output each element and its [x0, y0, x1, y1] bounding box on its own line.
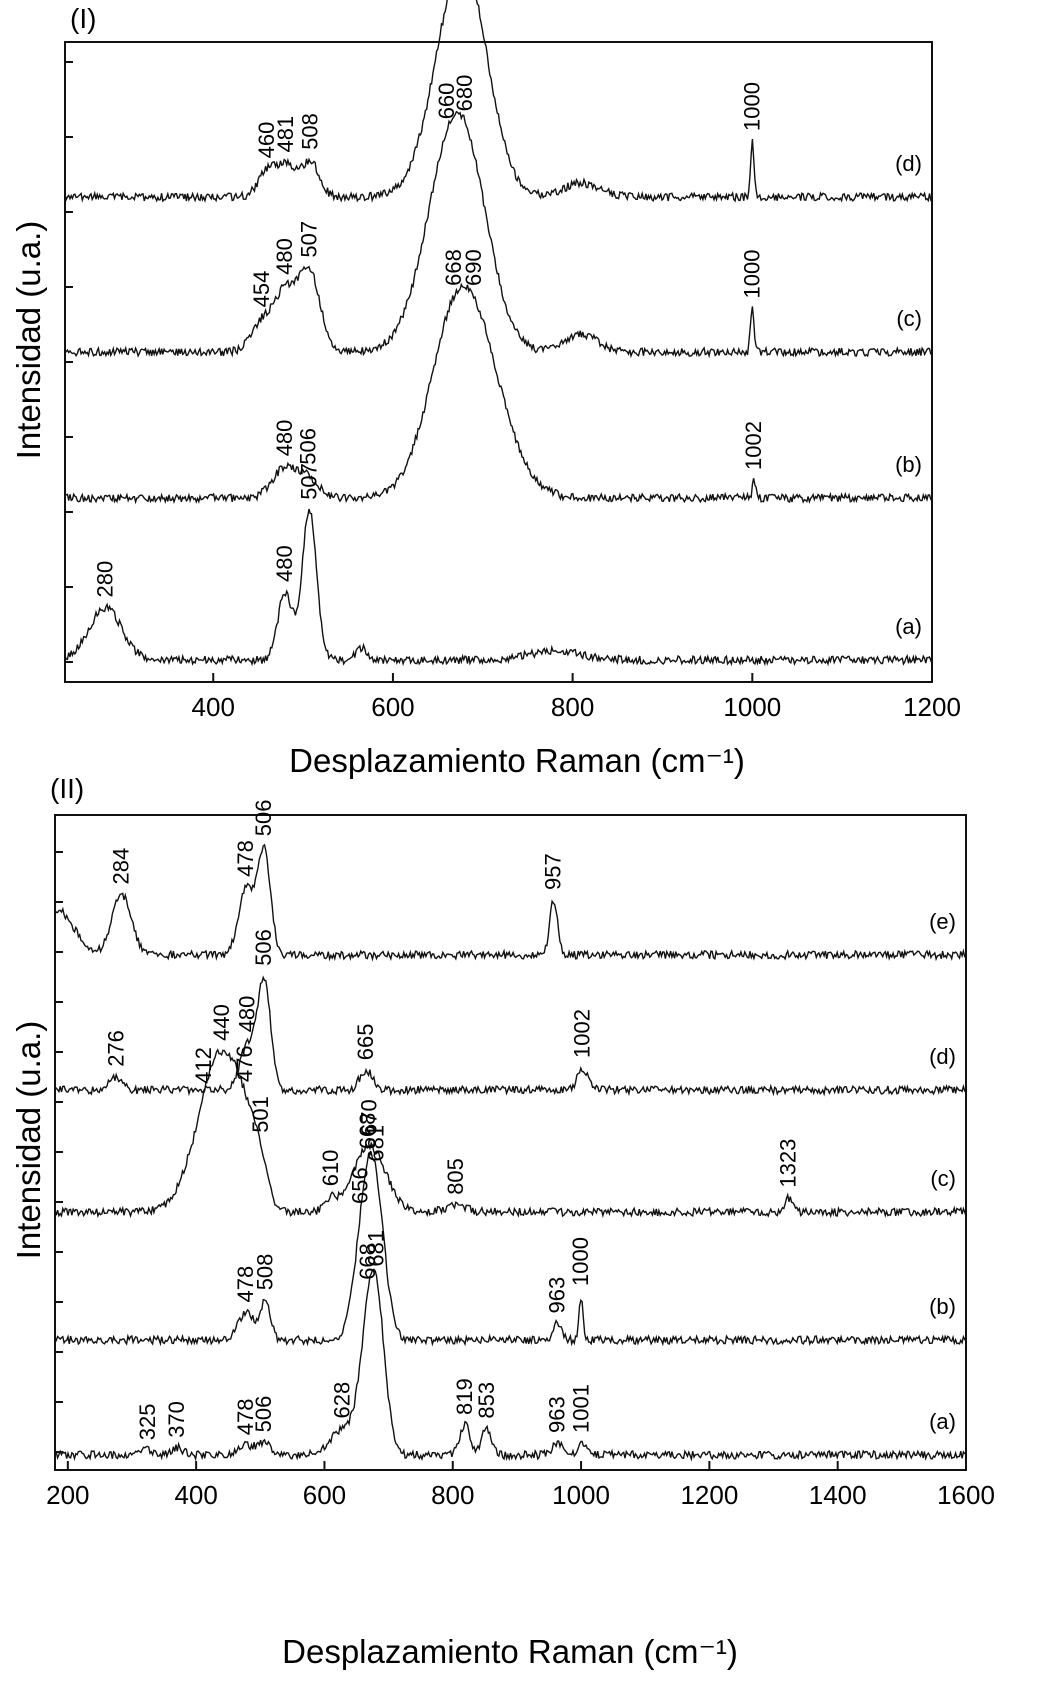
trace-label: (d)	[895, 151, 922, 176]
peak-label: 680	[452, 75, 477, 112]
peak-label: 690	[461, 249, 486, 286]
peak-label: 280	[92, 561, 117, 598]
peak-label: 480	[272, 545, 297, 582]
panel-I-label: (I)	[70, 3, 96, 34]
peak-label: 412	[191, 1047, 216, 1084]
trace-label: (b)	[929, 1294, 956, 1319]
peak-label: 963	[544, 1396, 569, 1433]
spectrum-line	[55, 975, 967, 1097]
spectrum-line	[64, 110, 933, 359]
panel-II-x-axis-title: Desplazamiento Raman (cm⁻¹)	[282, 1633, 738, 1670]
peak-label: 508	[297, 113, 322, 150]
x-tick-label: 1000	[552, 1480, 610, 1510]
peak-label: 628	[329, 1382, 354, 1419]
peak-label: 454	[249, 271, 274, 308]
peak-label: 480	[235, 996, 260, 1033]
peak-label: 805	[443, 1158, 468, 1195]
peak-label: 819	[452, 1378, 477, 1415]
peak-label: 478	[233, 1266, 258, 1303]
peak-label: 478	[233, 1398, 258, 1435]
x-tick-label: 800	[551, 692, 594, 722]
peak-label: 660	[434, 83, 459, 120]
panel-I-frame	[64, 41, 933, 683]
trace-label: (c)	[896, 306, 922, 331]
peak-label: 478	[233, 840, 258, 877]
trace-label: (c)	[930, 1166, 956, 1191]
peak-label: 284	[109, 848, 134, 885]
spectrum-line	[54, 843, 967, 962]
trace-label: (b)	[895, 452, 922, 477]
peak-label: 1002	[741, 421, 766, 470]
peak-label: 681	[363, 1230, 388, 1267]
peak-label: 508	[252, 1254, 277, 1291]
peak-label: 460	[254, 122, 279, 159]
peak-label: 370	[164, 1401, 189, 1438]
panel-I-x-axis-title: Desplazamiento Raman (cm⁻¹)	[289, 742, 745, 779]
peak-label: 1002	[569, 1009, 594, 1058]
peak-label: 1323	[775, 1139, 800, 1188]
peak-label: 506	[251, 929, 276, 966]
peak-label: 610	[318, 1150, 343, 1187]
x-tick-label: 1200	[680, 1480, 738, 1510]
peak-label: 957	[541, 853, 566, 890]
spectrum-line	[64, 0, 933, 204]
peak-label: 1000	[568, 1237, 593, 1286]
peak-label: 1000	[739, 250, 764, 299]
x-tick-label: 600	[303, 1480, 346, 1510]
panel-II-label: (II)	[50, 773, 84, 804]
peak-label: 1001	[569, 1384, 594, 1433]
x-tick-label: 1400	[809, 1480, 867, 1510]
x-tick-label: 1200	[903, 692, 961, 722]
panel-II-frame	[54, 814, 967, 1471]
trace-label: (a)	[895, 614, 922, 639]
x-tick-label: 1600	[937, 1480, 995, 1510]
peak-label: 656	[347, 1167, 372, 1204]
peak-label: 325	[135, 1403, 160, 1440]
panel-II: (II) 200 400 600 800 1000 1200 1400 1600 (e) 284…	[10, 773, 995, 1670]
x-tick-label: 800	[431, 1480, 474, 1510]
peak-label: 481	[273, 116, 298, 153]
peak-label: 476	[232, 1045, 257, 1082]
peak-label: 670	[356, 1099, 381, 1136]
peak-label: 501	[248, 1096, 273, 1133]
spectrum-line	[64, 508, 933, 667]
peak-label: 507	[296, 221, 321, 258]
peak-label: 480	[272, 238, 297, 275]
spectrum-line	[64, 282, 933, 505]
spectrum-line	[54, 1048, 967, 1219]
peak-label: 506	[251, 1396, 276, 1433]
x-tick-label: 600	[371, 692, 414, 722]
panel-II-y-axis-title: Intensidad (u.a.)	[10, 1021, 47, 1259]
peak-label: 276	[104, 1030, 129, 1067]
panel-I-x-ticks: 400 600 800 1000 1200	[65, 61, 961, 722]
panel-I-traces: (d)4604815086676841000(c)454480507660680…	[64, 0, 933, 667]
peak-label: 1000	[739, 82, 764, 131]
peak-label: 668	[441, 249, 466, 286]
peak-label: 480	[272, 420, 297, 457]
x-tick-label: 1000	[723, 692, 781, 722]
x-tick-label: 400	[174, 1480, 217, 1510]
panel-I-y-axis-title: Intensidad (u.a.)	[10, 221, 47, 459]
peak-label: 665	[353, 1023, 378, 1060]
peak-label: 853	[474, 1382, 499, 1419]
panel-II-x-ticks: 200 400 600 800 1000 1200 1400 1600	[46, 851, 995, 1510]
peak-label: 668	[355, 1113, 380, 1150]
peak-label: 506	[296, 428, 321, 465]
trace-label: (a)	[929, 1409, 956, 1434]
trace-label: (e)	[929, 909, 956, 934]
peak-label: 440	[209, 1004, 234, 1041]
x-tick-label: 400	[192, 692, 235, 722]
peak-label: 506	[251, 799, 276, 836]
spectrum-line	[54, 1150, 967, 1347]
spectrum-line	[54, 1268, 967, 1462]
peak-label: 507	[296, 463, 321, 500]
peak-label: 668	[355, 1243, 380, 1280]
trace-label: (d)	[929, 1044, 956, 1069]
peak-label: 963	[544, 1277, 569, 1314]
x-tick-label: 200	[46, 1480, 89, 1510]
peak-label: 681	[363, 1125, 388, 1162]
